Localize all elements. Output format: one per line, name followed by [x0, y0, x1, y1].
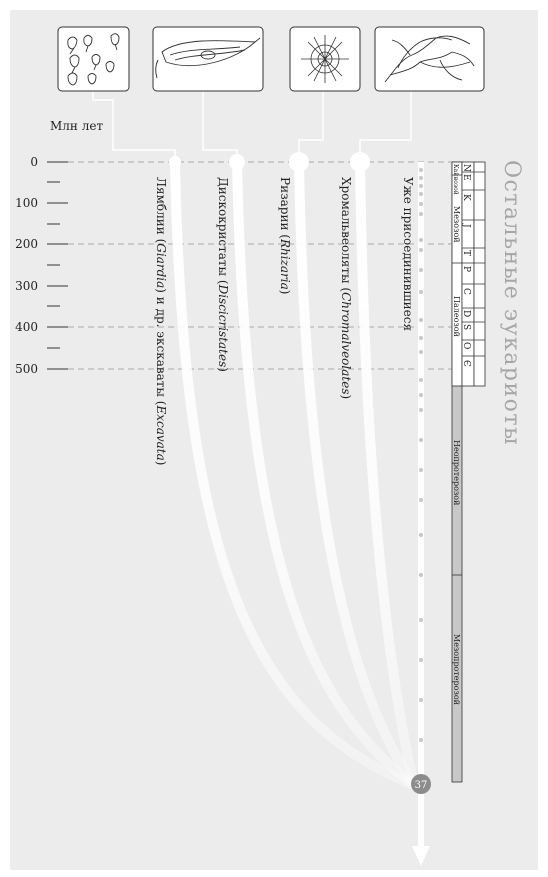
branch-tip-dot — [350, 152, 370, 172]
svg-text:K: K — [461, 194, 471, 201]
radiolarian-icon — [301, 35, 349, 83]
svg-text:Неопротерозой: Неопротерозой — [452, 440, 461, 505]
branch-discicristates — [232, 161, 417, 790]
svg-text:Кайнозой: Кайнозой — [452, 164, 459, 195]
lineage-labels: Лямблии (Giardia) и др. экскаваты (Excav… — [154, 177, 415, 465]
lineage-label-discicristates: Дискокристаты (Discicristates) — [216, 177, 230, 372]
svg-text:O: O — [461, 342, 471, 349]
svg-text:C: C — [461, 288, 471, 295]
period-dividers — [462, 171, 485, 357]
branch-tip-dot — [169, 156, 181, 168]
brown-algae-icon — [384, 35, 475, 83]
phanerozoic-block — [451, 161, 463, 387]
svg-text:S: S — [461, 324, 471, 330]
tick-label: 400 — [15, 320, 38, 334]
period-labels: N E K J T P C D S O Є — [461, 164, 471, 367]
svg-text:D: D — [461, 310, 471, 317]
period-column-right — [473, 161, 486, 387]
main-trunk — [412, 162, 430, 866]
illustration-brown-algae — [374, 26, 485, 92]
era-labels: Кайнозой Мезозой Палеозой Неопротерозой … — [452, 164, 461, 705]
branch-curves — [170, 161, 419, 790]
time-unit-label: Млн лет — [50, 119, 103, 133]
time-axis: Млн лет 0 100 200 300 400 — [15, 119, 470, 376]
tick-label: 0 — [30, 155, 38, 169]
lineage-label-rhizaria: Ризарии (Rhizaria) — [278, 177, 292, 294]
giardia-cells-icon — [67, 33, 120, 86]
svg-text:E: E — [461, 174, 471, 181]
svg-text:Палеозой: Палеозой — [452, 296, 461, 337]
svg-text:Мезопротерозой: Мезопротерозой — [452, 634, 461, 705]
tick-label: 300 — [15, 279, 38, 293]
svg-text:Мезозой: Мезозой — [452, 206, 461, 243]
svg-text:T: T — [461, 250, 471, 256]
illustration-radiolarian — [289, 26, 361, 92]
geologic-scale: N E K J T P C D S O Є Кайнозой Мезозой П… — [451, 161, 486, 783]
tick-label: 200 — [15, 237, 38, 251]
branch-rhizaria — [294, 161, 419, 788]
svg-text:P: P — [461, 266, 471, 272]
illustration-giardia — [57, 26, 130, 92]
euglenoid-cell-icon — [155, 37, 261, 79]
svg-text:J: J — [461, 223, 471, 228]
svg-text:N: N — [461, 164, 471, 172]
tick-label: 100 — [15, 196, 38, 210]
lineage-label-already-joined: Уже присоединившиеся — [401, 177, 415, 331]
trunk-arrow-icon — [412, 846, 430, 866]
tick-label: 500 — [15, 362, 38, 376]
branch-excavata — [170, 161, 416, 790]
node-number: 37 — [415, 780, 428, 791]
svg-text:Є: Є — [461, 360, 471, 367]
branch-tip-dot — [229, 154, 245, 170]
side-title: Остальные эукариоты — [499, 160, 524, 446]
node-marker: 37 — [411, 774, 431, 794]
background-panel — [10, 10, 538, 870]
illustration-euglenoid — [152, 26, 264, 92]
trunk-dots — [419, 168, 423, 742]
branch-chromalveolates — [355, 161, 419, 787]
lineage-label-chromalveolates: Хромальвеоляты (Chromalveolates) — [339, 177, 353, 399]
branch-tip-dot — [289, 152, 309, 172]
lineage-label-excavata: Лямблии (Giardia) и др. экскаваты (Excav… — [154, 177, 168, 465]
